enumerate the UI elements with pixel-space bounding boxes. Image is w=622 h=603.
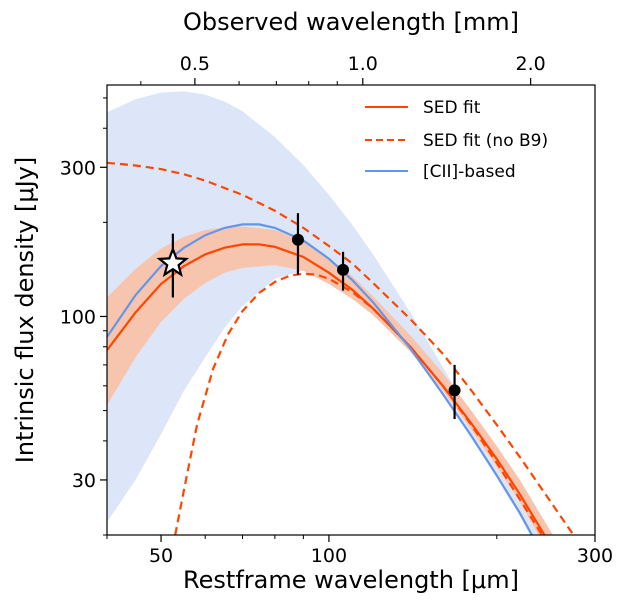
y-tick-label: 300	[60, 157, 96, 179]
sed-fit-no-b9-lower-line	[174, 272, 544, 535]
y-tick-label: 30	[72, 470, 96, 492]
ticks-layer: 50 100 300 30 100 300 0.5 1.0 2.0	[60, 53, 613, 567]
top-tick-label: 0.5	[180, 53, 210, 75]
data-point-2	[291, 233, 304, 246]
plot-frame	[106, 84, 596, 536]
x-tick-label: 300	[577, 545, 613, 567]
x-tick-label: 100	[311, 545, 347, 567]
legend-label-sed-fit: SED fit	[423, 98, 481, 118]
x-axis-title: Restframe wavelength [μm]	[183, 566, 519, 594]
y-axis-title: Intrinsic flux density [μJy]	[11, 157, 39, 464]
top-axis-title: Observed wavelength [mm]	[183, 8, 519, 36]
sed-fit-band	[107, 226, 554, 535]
cii-band	[107, 91, 539, 535]
data-point-4	[448, 384, 461, 397]
sed-fit-line	[107, 243, 546, 535]
legend: SED fit SED fit (no B9) [CII]-based	[365, 98, 548, 182]
top-tick-label: 1.0	[348, 53, 378, 75]
bands-layer	[107, 91, 554, 535]
top-tick-label: 2.0	[516, 53, 546, 75]
points-layer	[156, 213, 461, 419]
data-point-3	[337, 263, 350, 276]
data-point-star	[156, 246, 190, 278]
x-tick-label: 50	[149, 545, 173, 567]
legend-label-sed-fit-no-b9: SED fit (no B9)	[423, 131, 548, 151]
legend-label-cii: [CII]-based	[423, 162, 516, 182]
y-tick-label: 100	[60, 306, 96, 328]
